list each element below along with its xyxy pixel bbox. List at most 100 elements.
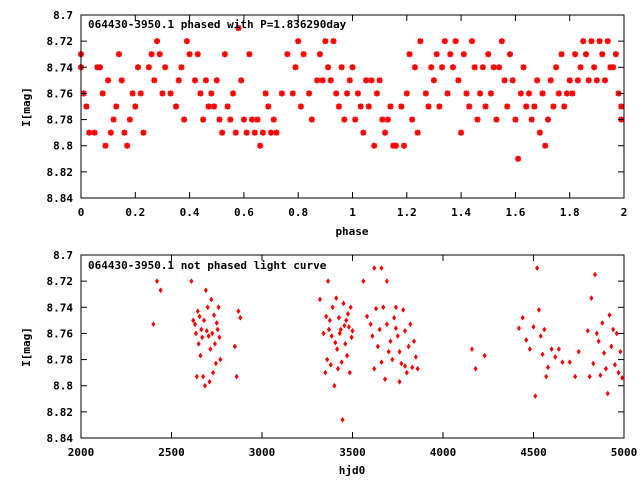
- data-point: [596, 338, 601, 345]
- data-point: [203, 287, 208, 294]
- data-point: [159, 90, 166, 97]
- data-point: [558, 51, 565, 58]
- data-point: [496, 64, 503, 71]
- data-point: [251, 129, 258, 136]
- data-point: [417, 38, 424, 45]
- data-point: [308, 116, 315, 123]
- data-point: [388, 338, 393, 345]
- data-point: [328, 361, 333, 368]
- data-point: [236, 308, 241, 315]
- data-point: [384, 116, 391, 123]
- data-point: [335, 346, 340, 353]
- data-point: [528, 116, 535, 123]
- data-point: [325, 356, 330, 363]
- data-point: [585, 327, 590, 334]
- data-point: [121, 129, 128, 136]
- data-point: [373, 305, 379, 312]
- data-point: [208, 346, 213, 353]
- data-point: [297, 103, 304, 110]
- data-point: [324, 313, 329, 320]
- data-point: [536, 306, 542, 313]
- data-point: [217, 334, 222, 341]
- data-point: [194, 51, 201, 58]
- data-point: [376, 77, 383, 84]
- data-point: [249, 116, 256, 123]
- data-point: [206, 333, 211, 339]
- top-plot-frame: [80, 14, 625, 199]
- data-point: [201, 317, 207, 324]
- data-point: [544, 373, 549, 380]
- data-point: [327, 317, 332, 324]
- data-point: [520, 64, 527, 71]
- data-point: [370, 333, 375, 339]
- data-point: [207, 378, 212, 385]
- data-point: [463, 90, 470, 97]
- data-point: [501, 77, 508, 84]
- data-point: [430, 77, 437, 84]
- data-point: [538, 333, 543, 339]
- data-point: [560, 359, 565, 366]
- data-point: [401, 306, 406, 313]
- top-y-tick-label: 8.78: [47, 114, 74, 127]
- data-point: [549, 346, 554, 353]
- data-point: [585, 77, 592, 84]
- data-point: [556, 346, 561, 353]
- data-point: [110, 116, 117, 123]
- data-point: [572, 51, 579, 58]
- phased-light-curve-panel: 8.7 8.72 8.74 8.76 8.78 8.8 8.82 8.84 0 0.2 0.4 0.…: [20, 9, 627, 238]
- data-point: [576, 348, 581, 355]
- data-point: [382, 376, 388, 383]
- top-x-tick-label: 2: [621, 206, 628, 219]
- data-point: [612, 361, 618, 368]
- data-point: [213, 360, 218, 367]
- data-point: [211, 312, 217, 319]
- data-point: [612, 51, 619, 58]
- phased-data-points: [78, 25, 625, 162]
- bottom-y-tick-label: 8.84: [47, 432, 74, 445]
- data-point: [151, 321, 156, 328]
- data-point: [402, 363, 408, 370]
- data-point: [598, 372, 603, 379]
- bottom-x-tick-label: 4500: [520, 446, 547, 459]
- data-point: [447, 51, 454, 58]
- data-point: [605, 390, 610, 397]
- data-point: [273, 129, 280, 136]
- data-point: [390, 356, 395, 363]
- data-point: [591, 360, 596, 367]
- top-y-tick-label: 8.82: [47, 166, 74, 179]
- data-point: [338, 64, 345, 71]
- raw-data-points: [151, 265, 625, 423]
- data-point: [219, 129, 226, 136]
- data-point: [379, 265, 384, 271]
- data-point: [321, 330, 326, 337]
- bottom-x-tick-label: 5000: [611, 446, 638, 459]
- data-point: [588, 38, 595, 45]
- data-point: [129, 90, 136, 97]
- data-point: [336, 314, 342, 321]
- data-point: [561, 103, 568, 110]
- data-point: [191, 317, 196, 324]
- bottom-y-tick-label: 8.82: [47, 406, 74, 419]
- bottom-x-ticks: 2000 2500 3000 3500 4000 4500 5000: [68, 255, 638, 459]
- data-point: [589, 295, 594, 302]
- data-point: [243, 129, 250, 136]
- data-point: [216, 116, 223, 123]
- data-point: [330, 38, 337, 45]
- data-point: [314, 77, 321, 84]
- data-point: [482, 103, 489, 110]
- data-point: [398, 103, 405, 110]
- data-point: [306, 90, 313, 97]
- data-point: [178, 64, 185, 71]
- data-point: [238, 314, 243, 321]
- data-point: [192, 77, 199, 84]
- data-point: [232, 343, 237, 350]
- data-point: [246, 51, 253, 58]
- bottom-x-axis-label: hjd0: [339, 464, 366, 477]
- data-point: [211, 103, 218, 110]
- data-point: [614, 330, 619, 337]
- data-point: [212, 340, 218, 347]
- data-point: [566, 77, 573, 84]
- data-point: [591, 64, 598, 71]
- data-point: [393, 304, 399, 311]
